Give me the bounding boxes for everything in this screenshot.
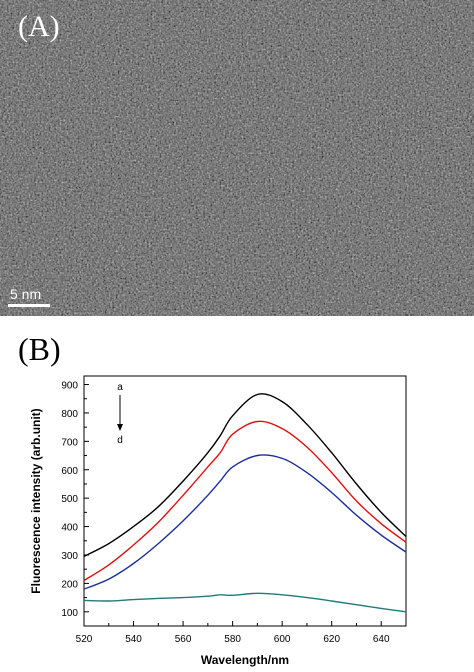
y-tick-label: 200 — [61, 579, 78, 590]
series-line-a — [83, 393, 407, 558]
y-tick-label: 700 — [61, 437, 78, 448]
x-tick-label: 580 — [224, 634, 241, 645]
plot-frame — [83, 375, 407, 627]
arrow-end-label: d — [117, 435, 123, 446]
series-line-b — [83, 420, 407, 582]
arrow-start-label: a — [117, 382, 123, 393]
y-tick-label: 900 — [61, 381, 78, 392]
y-tick-label: 800 — [61, 409, 78, 420]
chart-plot-layer: 520 540 560 580 600 620 640 100 200 300 400 500 600 7… — [29, 375, 407, 667]
series-line-c — [83, 454, 407, 590]
x-tick-label: 600 — [274, 634, 291, 645]
y-tick-label: 500 — [61, 494, 78, 505]
x-tick-label: 520 — [76, 634, 93, 645]
x-tick-label: 620 — [323, 634, 340, 645]
x-tick-label: 640 — [373, 634, 390, 645]
scale-bar — [8, 304, 50, 307]
tem-image-panel: (A) 5 nm — [0, 0, 474, 316]
tem-texture — [0, 0, 474, 316]
panel-b-label: (B) — [18, 331, 61, 367]
y-axis-title: Fluorescence intensity (arb.unit) — [29, 408, 43, 593]
fluorescence-panel: (B) 520 540 560 580 600 620 640 100 200 300 400 500… — [0, 320, 474, 667]
x-tick-label: 540 — [125, 634, 142, 645]
x-tick-label: 560 — [175, 634, 192, 645]
trend-arrow-head — [117, 424, 123, 431]
y-tick-label: 100 — [61, 608, 78, 619]
series-line-d — [83, 592, 407, 613]
fluorescence-chart: (B) 520 540 560 580 600 620 640 100 200 300 400 500… — [18, 331, 407, 667]
x-axis-title: Wavelength/nm — [201, 653, 289, 667]
y-tick-label: 600 — [61, 466, 78, 477]
y-tick-label: 300 — [61, 551, 78, 562]
y-tick-label: 400 — [61, 523, 78, 534]
tem-micrograph: (A) 5 nm — [0, 0, 474, 316]
scale-bar-label: 5 nm — [10, 286, 41, 302]
panel-a-label: (A) — [18, 10, 60, 43]
